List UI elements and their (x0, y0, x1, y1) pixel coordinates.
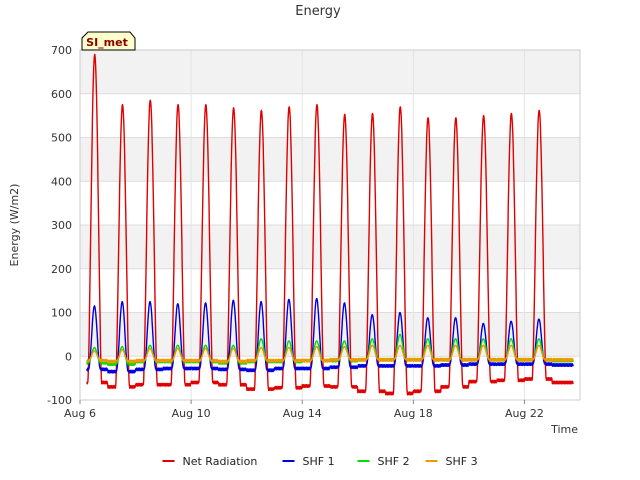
y-tick-label: -100 (47, 394, 72, 407)
badge-shape (81, 31, 136, 51)
series-lines (86, 53, 574, 396)
series-line (86, 344, 574, 364)
legend-label: SHF 1 (303, 455, 335, 468)
series-line (86, 297, 574, 374)
y-tick-label: 200 (51, 263, 72, 276)
axes (79, 49, 581, 401)
x-axis-label: Time (550, 423, 578, 436)
y-axis-label: Energy (W/m2) (8, 184, 21, 267)
legend-label: SHF 2 (378, 455, 410, 468)
chart-title: Energy (295, 4, 341, 19)
y-tick-label: 300 (51, 219, 72, 232)
plot-band (80, 50, 580, 94)
legend-label: SHF 3 (446, 455, 478, 468)
y-tick-label: 600 (51, 88, 72, 101)
y-tick-labels: -100 0 100 200 300 400 500 600 700 (47, 44, 72, 407)
x-tick-label: Aug 14 (283, 407, 322, 420)
legend-label: Net Radiation (183, 455, 258, 468)
x-tick-labels: Aug 6 Aug 10 Aug 14 Aug 18 Aug 22 (64, 400, 544, 420)
y-tick-label: 400 (51, 175, 72, 188)
y-tick-label: 700 (51, 44, 72, 57)
plot-band (80, 137, 580, 182)
legend: Net Radiation SHF 1 SHF 2 SHF 3 (162, 455, 478, 468)
y-tick-label: 0 (65, 350, 72, 363)
x-tick-label: Aug 18 (394, 407, 433, 420)
plot-band (80, 312, 580, 357)
x-tick-label: Aug 22 (505, 407, 544, 420)
y-tick-label: 100 (51, 307, 72, 320)
plot-band (80, 225, 580, 269)
x-tick-label: Aug 6 (64, 407, 96, 420)
badge: SI_met (81, 31, 136, 51)
plot-frame (79, 49, 581, 401)
x-tick-label: Aug 10 (172, 407, 211, 420)
series-line (86, 53, 574, 396)
y-tick-label: 500 (51, 132, 72, 145)
badge-label: SI_met (86, 36, 128, 49)
